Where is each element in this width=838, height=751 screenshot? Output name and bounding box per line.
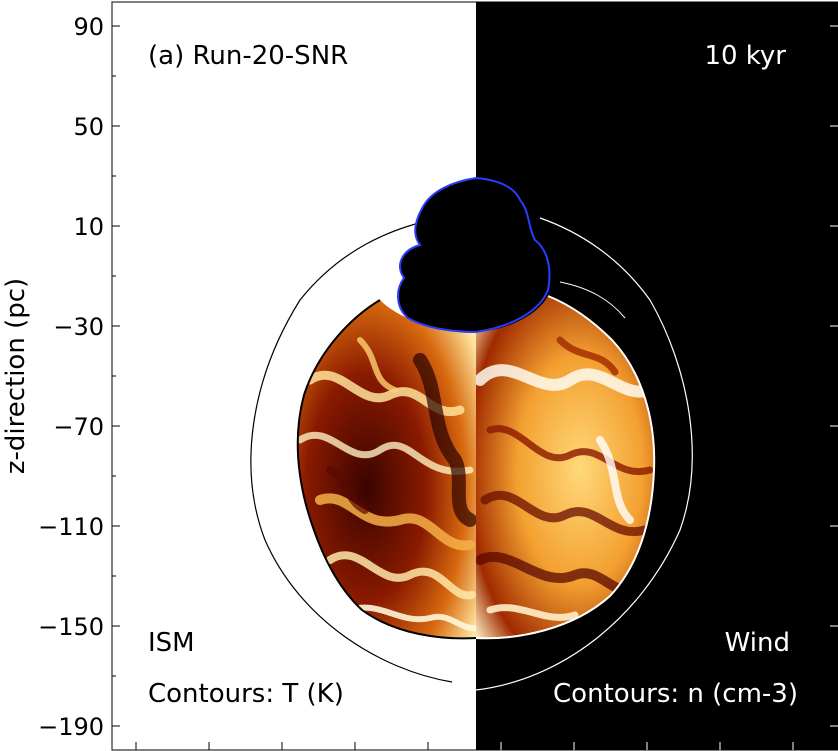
- y-tick-label: −150: [38, 613, 104, 641]
- y-tick-label: −70: [53, 413, 104, 441]
- panel-label: (a) Run-20-SNR: [148, 41, 348, 71]
- cavity-cap: [397, 176, 551, 334]
- ism-contour-label: Contours: T (K): [148, 679, 344, 709]
- y-axis-label: z-direction (pc): [1, 278, 31, 474]
- wind-label: Wind: [725, 628, 790, 658]
- y-tick-label: 50: [73, 113, 104, 141]
- time-label: 10 kyr: [704, 41, 786, 71]
- ism-outer-shock-contour: [250, 217, 453, 683]
- wind-outer-shock-contour: [475, 217, 693, 691]
- ism-label: ISM: [148, 628, 195, 658]
- wind-contour-label: Contours: n (cm-3): [553, 679, 798, 709]
- bubble-edge-contour-right: [475, 295, 656, 640]
- y-tick-label: −30: [53, 313, 104, 341]
- y-tick-label: 10: [73, 213, 104, 241]
- ism-turbulence: [297, 337, 476, 632]
- wind-inner-contour: [559, 281, 626, 319]
- y-axis: 90 50 10 −30 −70 −110 −150 −190: [38, 13, 838, 741]
- x-axis-ticks: [135, 742, 794, 750]
- y-tick-label: −190: [38, 713, 104, 741]
- bubble-edge-contour-left: [296, 299, 477, 640]
- y-tick-label: 90: [73, 13, 104, 41]
- y-tick-label: −110: [38, 513, 104, 541]
